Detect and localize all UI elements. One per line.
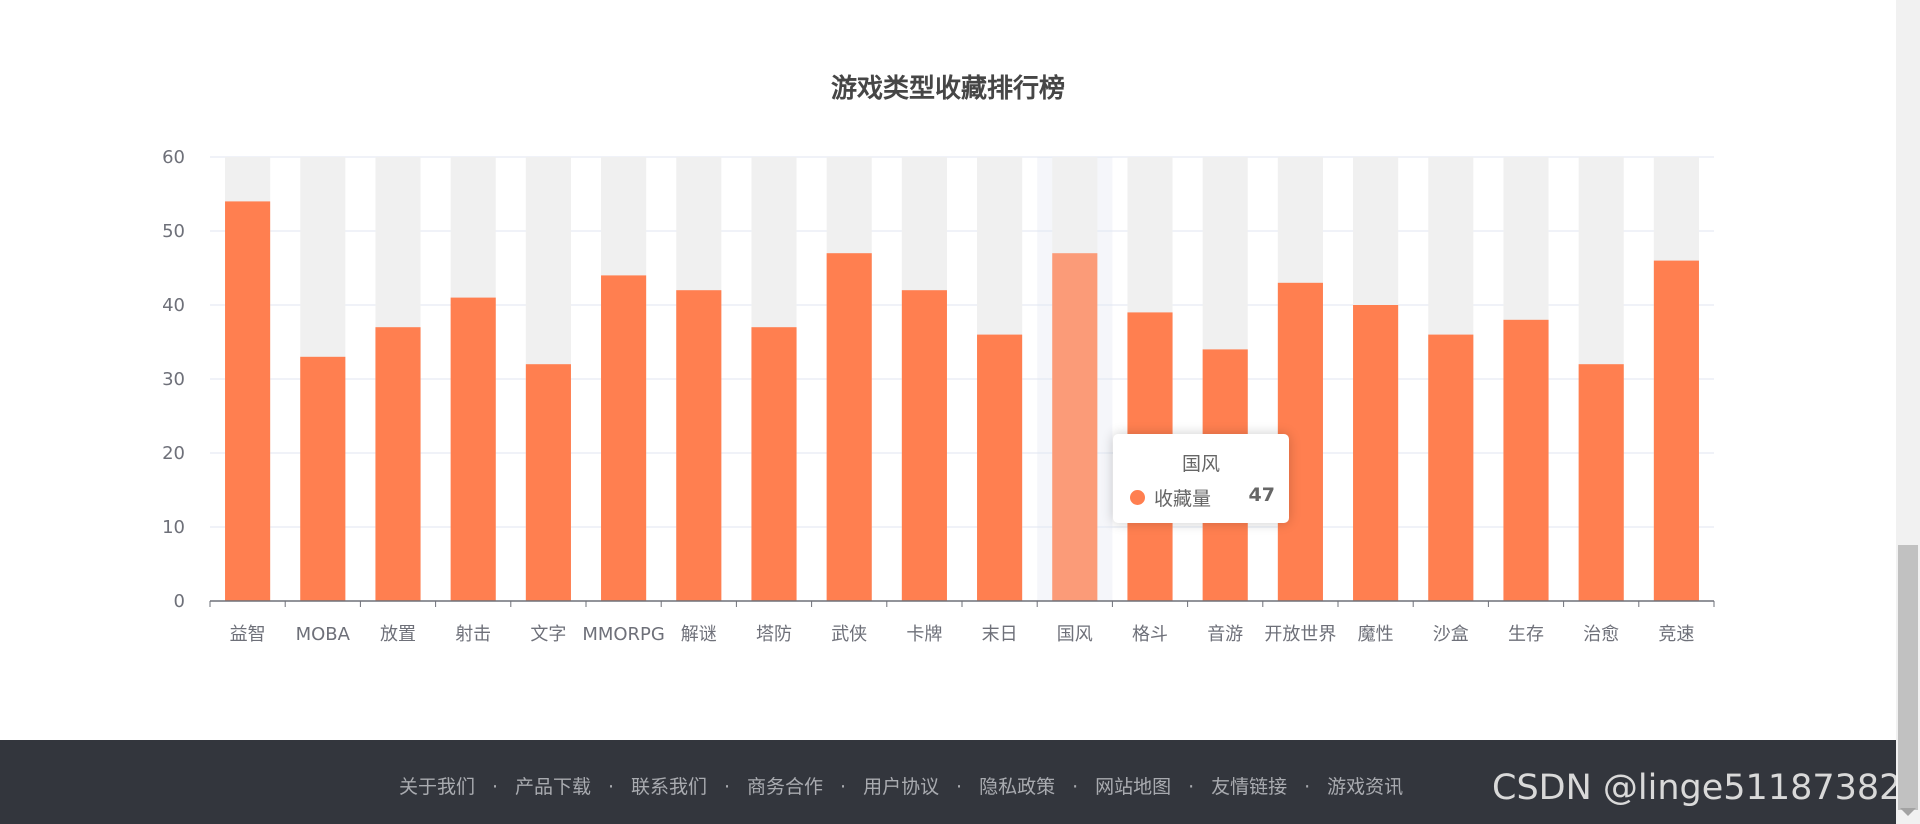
x-tick-label: 生存 [1508,624,1544,645]
x-tick-label: 末日 [982,624,1018,645]
footer-link[interactable]: 用户协议 [863,776,940,798]
x-tick-label: 国风 [1057,624,1093,645]
bar [1503,319,1549,601]
bar [1052,253,1098,601]
x-tick-label: 武侠 [831,624,867,645]
bar [225,201,271,601]
chart-tooltip: 国风 收藏量 47 [1113,434,1289,523]
bar [1428,334,1474,601]
bar [601,275,647,601]
y-tick-label: 40 [162,295,185,316]
tooltip-series-name: 收藏量 [1154,488,1212,510]
bar [751,327,797,601]
tooltip-value: 47 [1248,484,1275,506]
footer-link[interactable]: 产品下载 [515,776,592,798]
bar [375,327,421,601]
x-tick-label: MMORPG [582,624,665,645]
tooltip-series-dot-icon [1130,490,1145,505]
scrollbar-thumb[interactable] [1898,545,1918,810]
scroll-down-arrow-icon[interactable] [1900,808,1916,816]
bar [1653,260,1699,601]
chart-title: 游戏类型收藏排行榜 [830,74,1065,104]
bar [300,356,346,601]
y-tick-label: 0 [174,591,185,612]
footer-separator: · [956,776,963,798]
footer [0,740,1896,824]
bar [1578,364,1624,601]
bar [1353,305,1399,601]
page-content: 游戏类型收藏排行榜 0 10 20 30 40 50 60 益智 MOBA 放置 射击 文字 MMORP… [162,74,1715,645]
x-tick-label: 放置 [380,624,416,645]
footer-separator: · [724,776,731,798]
footer-link[interactable]: 隐私政策 [979,776,1056,798]
x-tick-label: 解谜 [681,624,717,645]
footer-separator: · [608,776,615,798]
x-tick-label: 文字 [530,624,566,645]
x-tick-label: 格斗 [1132,624,1168,645]
y-tick-label: 30 [162,369,185,390]
footer-link[interactable]: 游戏资讯 [1327,776,1404,798]
x-tick-label: 魔性 [1358,624,1394,645]
x-tick-label: 益智 [230,624,266,645]
bar [901,290,947,601]
x-tick-label: MOBA [296,624,351,645]
footer-separator: · [491,776,499,798]
watermark: CSDN @linge511873822 [1492,768,1920,808]
footer-separator: · [1188,776,1195,798]
bar [676,290,722,601]
footer-separator: · [840,776,847,798]
footer-nav: 关于我们 · 产品下载 · 联系我们 · 商务合作 · 用户协议 · 隐私政策 · 网站地图 · 友情链接 ·… [399,772,1403,799]
x-tick-label: 射击 [455,624,491,645]
y-tick-label: 10 [162,517,185,538]
tooltip-category: 国风 [1181,453,1220,475]
x-tick-label: 沙盒 [1433,624,1469,645]
x-tick-label: 卡牌 [906,624,942,645]
footer-link[interactable]: 联系我们 [631,776,708,798]
footer-link[interactable]: 友情链接 [1211,776,1288,798]
bar [977,334,1023,601]
bar [826,253,872,601]
y-tick-label: 20 [162,443,185,464]
y-tick-label: 60 [162,147,185,168]
x-tick-label: 治愈 [1583,624,1619,645]
x-tick-label: 音游 [1207,624,1243,645]
footer-link[interactable]: 商务合作 [747,776,824,798]
footer-separator: · [1072,776,1079,798]
x-tick-label: 塔防 [756,624,792,645]
footer-link[interactable]: 网站地图 [1095,776,1172,798]
footer-separator: · [1304,776,1311,798]
x-tick-label: 开放世界 [1264,624,1336,645]
bar [525,364,571,601]
bar [450,297,496,601]
y-tick-label: 50 [162,221,185,242]
footer-link[interactable]: 关于我们 [399,776,476,798]
bar-chart: 0 10 20 30 40 50 60 益智 MOBA 放置 射击 文字 MMORPG 解谜 塔防 武侠 卡牌 末… [162,147,1715,645]
x-tick-label: 竞速 [1658,624,1694,645]
